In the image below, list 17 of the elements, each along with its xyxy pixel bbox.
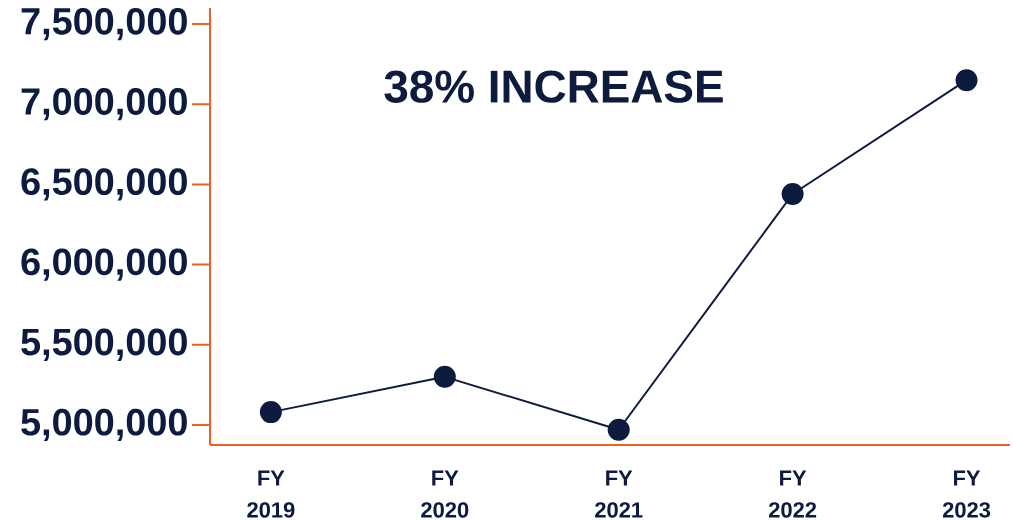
y-tick-label: 7,000,000 xyxy=(21,88,187,121)
x-tick-label: FY 2022 xyxy=(769,470,817,518)
point xyxy=(955,69,978,92)
annotation: 38% INCREASE xyxy=(384,70,723,103)
y-tick-label: 5,500,000 xyxy=(21,328,187,361)
point xyxy=(781,183,804,206)
y-tick-label: 7,500,000 xyxy=(21,7,187,41)
y-tick-label: 6,000,000 xyxy=(21,248,187,281)
x-tick-label: FY 2020 xyxy=(421,470,469,518)
x-tick-label: FY 2019 xyxy=(247,470,295,518)
point xyxy=(259,401,282,424)
point xyxy=(607,418,630,441)
point xyxy=(433,365,456,388)
y-tick-label: 6,500,000 xyxy=(21,168,187,201)
x-tick-label: FY 2021 xyxy=(595,470,643,518)
y-tick-label: 5,000,000 xyxy=(21,408,187,442)
x-tick-label: FY 2023 xyxy=(942,470,991,518)
